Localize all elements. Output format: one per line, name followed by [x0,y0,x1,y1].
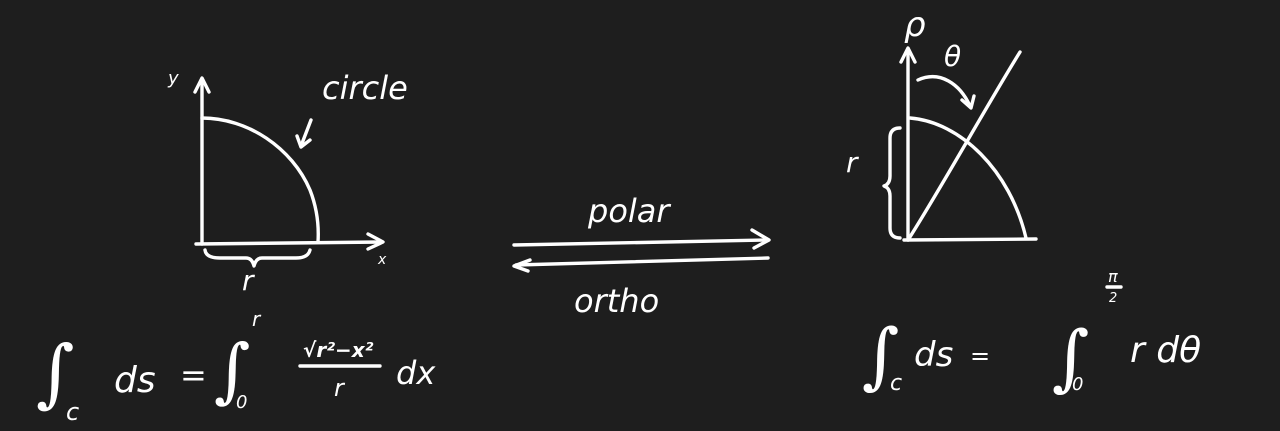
radius-brace [203,248,312,268]
left-integral-sign: ∫ [36,330,75,416]
right-polar-sketch [882,46,1038,242]
left-lhs-ds: ds [114,360,156,401]
circle-pointer-arrow [299,118,313,148]
ortho-label: ortho [574,282,659,320]
circle-label: circle [322,69,408,107]
x-axis-label: x [377,252,387,268]
y-axis-arrowhead [193,76,211,94]
right-integral-sign-2: ∫ [1052,315,1090,399]
transform-arrows [512,228,771,273]
rho-label: ρ [904,5,926,45]
left-equals-sign: = [180,356,207,394]
polar-arc [908,116,1028,240]
right-upper-limit-denominator: 2 [1109,291,1117,306]
polar-label: polar [587,192,671,230]
left-fraction-numerator: √r²−x² [303,338,374,362]
circle-pointer-arrowhead [295,134,312,149]
right-radius-brace [882,126,902,240]
polar-arrowhead [750,228,771,250]
x-axis-line [194,240,384,246]
left-arc-length-formula: ∫ c ds = ∫ r 0 √r²−x² r dx [36,307,436,426]
right-upper-limit-numerator: π [1108,267,1118,286]
quarter-circle-arc [200,116,320,244]
left-integral-sign-2: ∫ [214,329,250,411]
left-upper-limit: r [252,307,262,331]
x-axis-arrowhead [366,232,385,251]
y-axis-label: y [167,68,179,89]
left-radius-label: r [242,264,255,297]
theta-rotation-arrowhead [960,94,976,110]
theta-baseline [902,237,1038,242]
rho-axis-arrowhead [899,46,917,64]
right-radius-label: r [846,146,859,179]
right-lhs-ds: ds [914,335,953,375]
right-integral-sign: ∫ [862,313,900,397]
right-integral-subscript: c [890,371,902,396]
diagonal-line [906,50,1022,242]
left-cartesian-sketch [193,76,385,268]
right-equals-sign: = [970,342,990,370]
right-integrand: r dθ [1130,330,1201,371]
theta-rotation-arrow [916,75,972,108]
ortho-arrow-line [514,256,770,267]
theta-label: θ [944,40,961,73]
polar-arrow-line [512,238,770,247]
left-differential: dx [396,354,436,392]
right-lower-limit: 0 [1072,374,1083,395]
left-fraction-denominator: r [334,374,346,402]
left-integral-subscript: c [66,398,79,426]
ortho-arrowhead [512,258,532,273]
right-arc-length-formula: ∫ c ds = ∫ π 2 0 r dθ [862,267,1201,399]
left-lower-limit: 0 [236,392,247,413]
